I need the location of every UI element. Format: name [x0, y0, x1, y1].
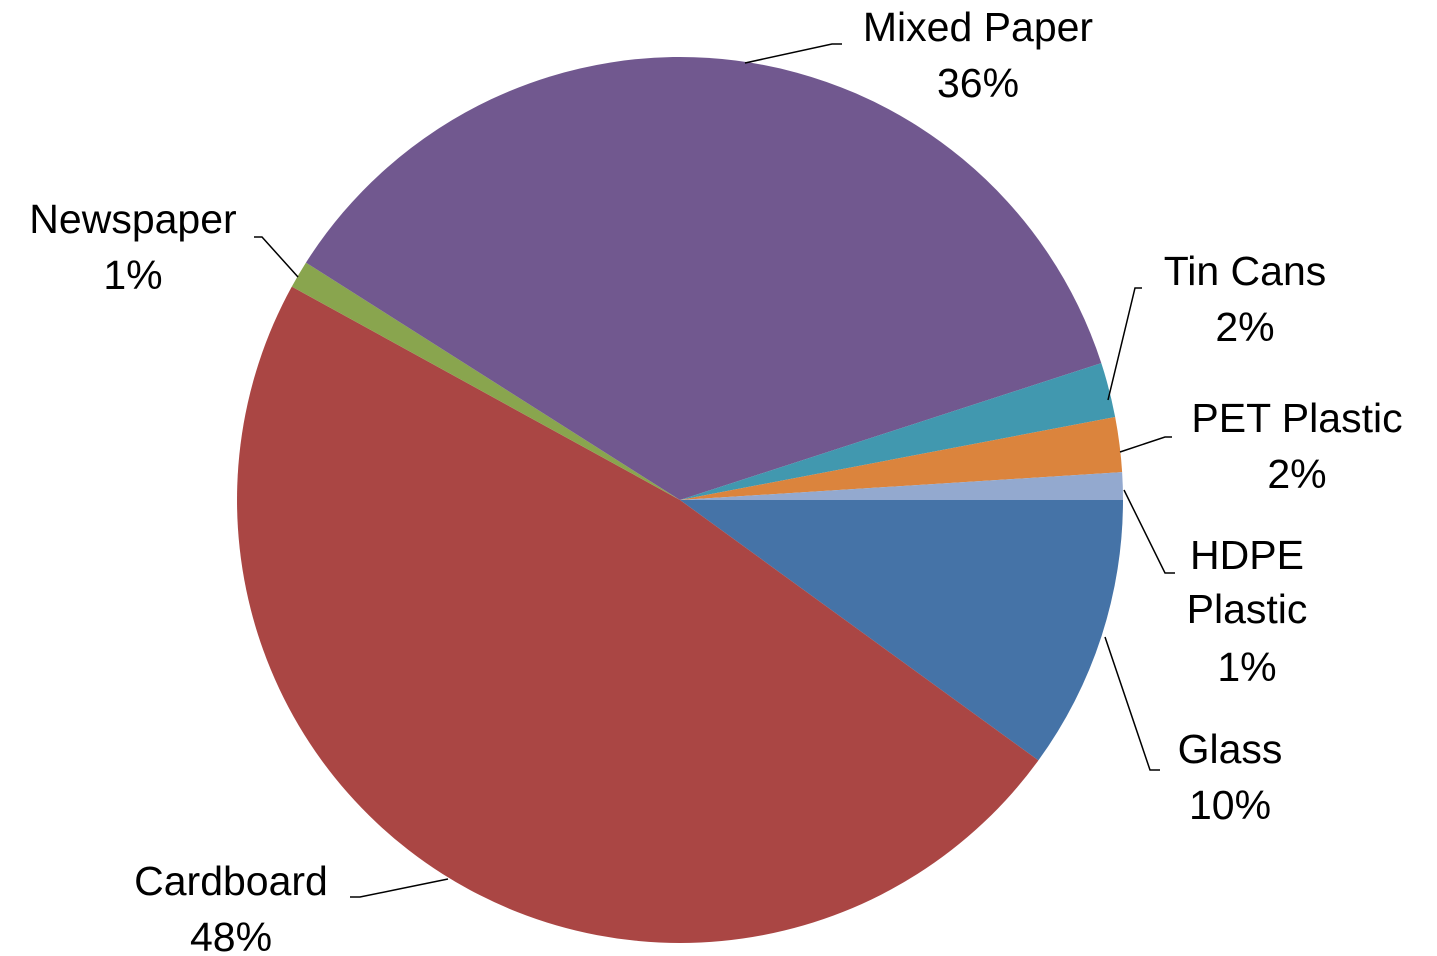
data-label-pct-glass: 10% — [1189, 782, 1271, 828]
leader-line-mixed-paper — [744, 43, 842, 64]
pie-slices — [237, 56, 1123, 943]
data-label-name-cardboard: Cardboard — [134, 858, 328, 904]
pie-slice-pet-plastic — [680, 416, 1123, 500]
data-labels: Glass 10% Cardboard 48% Newspaper 1% Mixed Pap… — [29, 4, 1402, 956]
pie-slice-glass — [680, 500, 1123, 761]
data-label-pct-tin-cans: 2% — [1215, 304, 1274, 350]
data-label-name-tin-cans: Tin Cans — [1164, 248, 1327, 294]
data-label-name-mixed-paper: Mixed Paper — [863, 4, 1093, 50]
leader-line-newspaper — [254, 236, 299, 278]
data-label-name-newspaper: Newspaper — [29, 196, 236, 242]
data-label-name-glass: Glass — [1178, 726, 1283, 772]
data-label-pct-pet-plastic: 2% — [1267, 451, 1326, 497]
leader-line-glass — [1104, 636, 1160, 771]
data-label-pct-newspaper: 1% — [103, 252, 162, 298]
leader-line-pet-plastic — [1119, 436, 1172, 453]
pie-slice-tin-cans — [680, 363, 1116, 500]
pie-slice-mixed-paper — [305, 56, 1102, 501]
data-label-name-hdpe-plastic: Plastic — [1187, 586, 1308, 632]
data-label-pct-hdpe-plastic: 1% — [1217, 644, 1276, 690]
leader-lines — [254, 43, 1175, 898]
data-label-name-pet-plastic: PET Plastic — [1191, 395, 1402, 441]
leader-line-tin-cans — [1107, 287, 1142, 401]
pie-slice-hdpe-plastic — [680, 472, 1123, 500]
leader-line-hdpe-plastic — [1123, 489, 1175, 574]
data-label-pct-cardboard: 48% — [190, 914, 272, 956]
leader-line-cardboard — [350, 878, 449, 898]
data-label-pct-mixed-paper: 36% — [937, 60, 1019, 106]
pie-slice-cardboard — [237, 286, 1039, 943]
pie-slice-newspaper — [291, 262, 680, 500]
data-label-name-hdpe-plastic: HDPE — [1190, 532, 1304, 578]
